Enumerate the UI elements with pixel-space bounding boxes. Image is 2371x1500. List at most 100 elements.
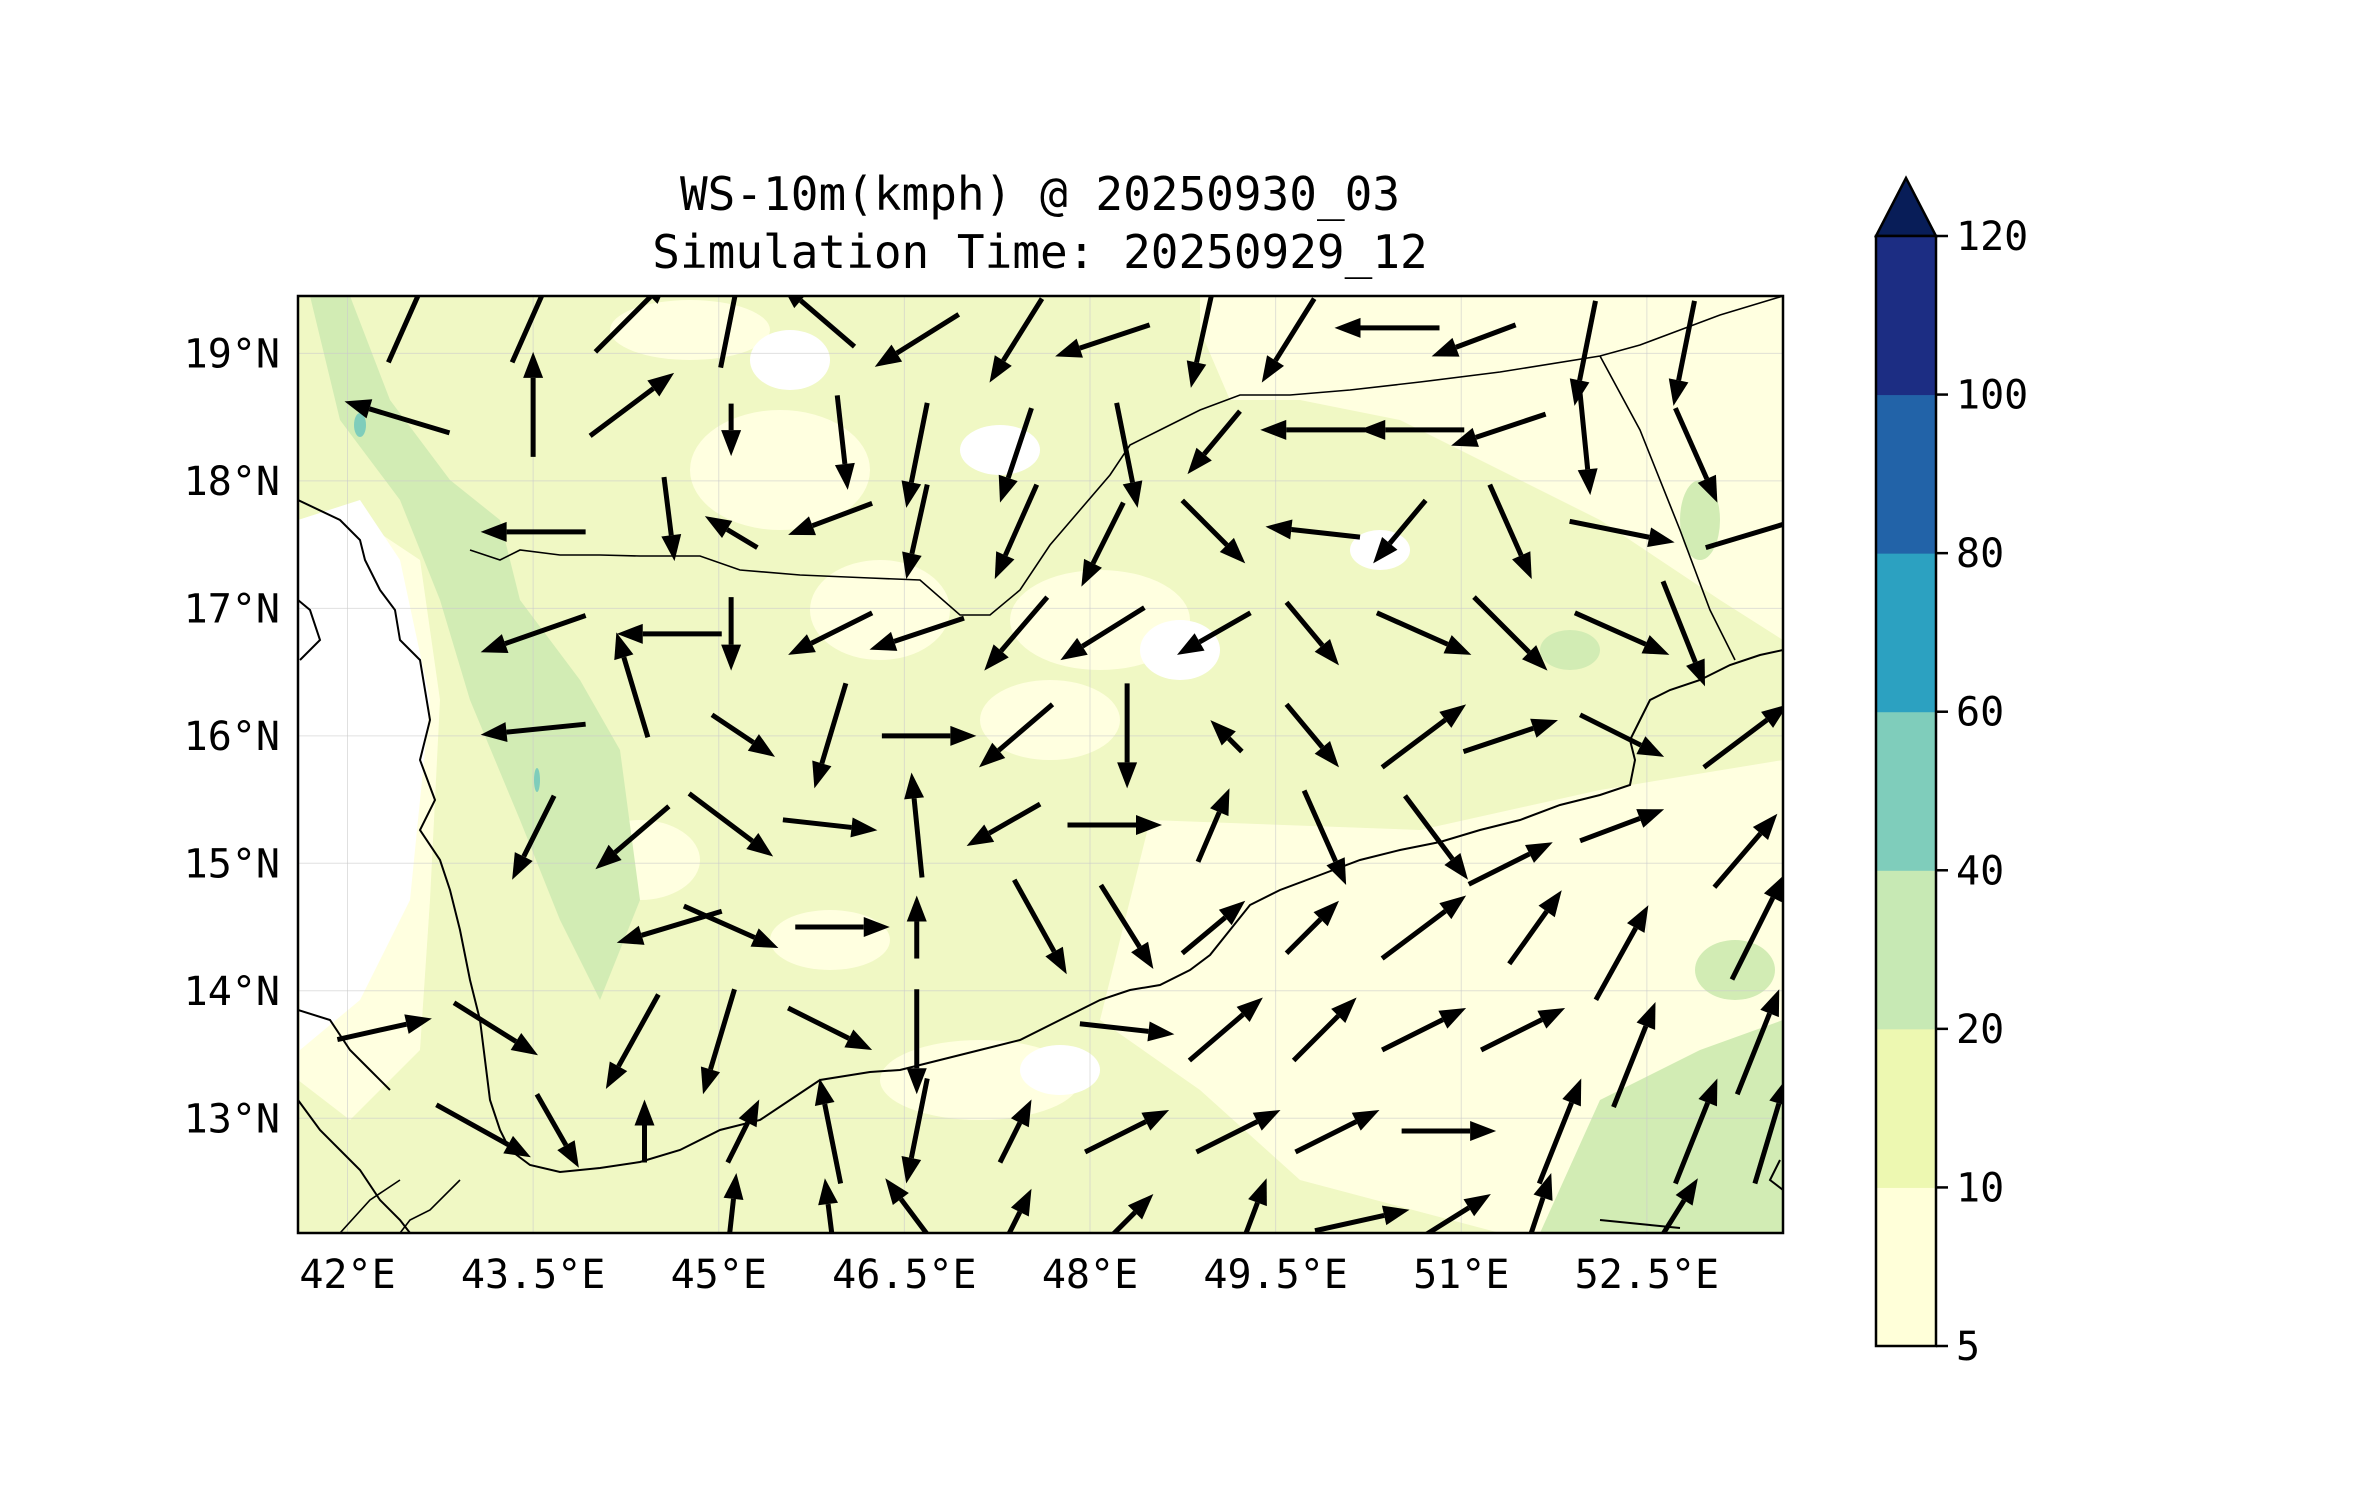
wind-arrow-head xyxy=(1081,558,1102,587)
wind-arrow-shaft xyxy=(1472,595,1531,654)
wind-arrow-head xyxy=(1314,638,1339,666)
wind-arrow xyxy=(1186,296,1214,388)
wind-arrow-head xyxy=(661,534,682,562)
wind-arrow xyxy=(1611,1002,1656,1108)
wind-arrow xyxy=(534,1093,579,1168)
wind-arrow-head xyxy=(1761,705,1783,728)
colorbar-frame xyxy=(1874,234,1938,1348)
wind-arrow-shaft xyxy=(1187,1012,1245,1063)
wind-arrow-head xyxy=(1314,740,1339,768)
wind-arrow-head xyxy=(746,832,774,857)
wind-arrow xyxy=(1060,605,1146,661)
wind-arrow xyxy=(1423,1194,1491,1233)
wind-arrow-head xyxy=(1444,853,1468,880)
lat-tick-label: 17°N xyxy=(184,586,280,632)
wind-arrow xyxy=(1702,705,1783,770)
wind-arrow-shaft xyxy=(1003,483,1040,557)
wind-arrow-shaft xyxy=(825,1203,835,1233)
wind-arrow xyxy=(634,1099,655,1163)
wind-arrow-shaft xyxy=(1573,610,1647,647)
coastlines xyxy=(298,499,1783,1233)
wind-arrow-shaft xyxy=(613,804,671,855)
wind-arrow-head xyxy=(738,1099,760,1128)
wind-arrow xyxy=(788,501,874,536)
wind-arrow xyxy=(1403,794,1468,880)
wind-arrow xyxy=(1210,720,1244,754)
wind-arrow-shaft xyxy=(819,682,849,765)
wind-arrow xyxy=(812,682,849,789)
wind-arrow-head xyxy=(979,742,1006,768)
wind-arrow-shaft xyxy=(1202,409,1242,456)
wind-arrow-head xyxy=(404,1014,432,1034)
wind-arrow-head xyxy=(874,344,903,367)
wind-arrow xyxy=(979,702,1055,768)
wind-arrow-head xyxy=(704,516,733,539)
wind-arrow xyxy=(1284,600,1339,666)
lon-tick-label: 42°E xyxy=(299,1252,395,1298)
wind-arrow-head xyxy=(1334,317,1361,338)
wind-arrow-head xyxy=(1769,1082,1783,1105)
wind-arrow-head xyxy=(901,1156,922,1184)
wind-arrow-shaft xyxy=(1475,411,1547,440)
wind-arrow-head xyxy=(1236,997,1263,1023)
wind-arrow-head xyxy=(869,631,898,651)
wind-arrow xyxy=(1098,883,1154,970)
wind-arrow xyxy=(1301,789,1347,886)
wind-arrow-shaft xyxy=(1423,1205,1471,1233)
wind-arrow-shaft xyxy=(1291,526,1361,540)
wind-arrow-shaft xyxy=(799,298,857,349)
wind-arrow-head xyxy=(901,480,922,508)
wind-arrow-shaft xyxy=(588,386,655,438)
wind-arrow-shaft xyxy=(1114,402,1135,483)
wind-arrow-shaft xyxy=(834,395,848,465)
wind-arrow xyxy=(480,721,586,743)
wind-arrow-shaft xyxy=(1712,831,1763,889)
wind-arrow-shaft xyxy=(504,613,587,646)
wind-arrow-shaft xyxy=(616,993,661,1068)
wind-arrow-head xyxy=(721,644,742,671)
wind-arrow-head xyxy=(844,1029,873,1051)
wind-arrow xyxy=(787,1005,873,1051)
wind-arrow-head xyxy=(1359,419,1386,440)
wind-arrow xyxy=(1195,1110,1281,1155)
wind-arrow xyxy=(1673,1078,1718,1185)
lon-tick-label: 48°E xyxy=(1042,1252,1138,1298)
wind-arrow xyxy=(682,903,779,949)
wind-arrow-shaft xyxy=(1507,909,1549,966)
wind-arrow-head xyxy=(510,1033,538,1056)
wind-arrow-head xyxy=(1451,427,1479,447)
lon-tick-label: 52.5°E xyxy=(1575,1252,1720,1298)
wind-arrow-head xyxy=(1538,890,1562,918)
wind-arrow xyxy=(386,296,421,364)
wind-arrow-head xyxy=(1562,1078,1582,1107)
wind-arrow xyxy=(1401,1121,1497,1142)
wind-arrow-head xyxy=(616,623,643,644)
wind-arrow xyxy=(704,516,759,550)
wind-arrow xyxy=(787,296,857,349)
wind-arrow-head xyxy=(1010,1099,1032,1128)
wind-arrow xyxy=(788,610,874,655)
wind-arrow-head xyxy=(1218,900,1246,926)
wind-arrow-head xyxy=(1210,788,1230,817)
wind-arrow-shaft xyxy=(435,1102,510,1147)
map-panel xyxy=(296,294,1785,1235)
wind-arrow-head xyxy=(723,1173,744,1200)
wind-arrow-head xyxy=(1265,519,1293,540)
colorbar-segment xyxy=(1876,236,1936,396)
colorbar-extend-arrow xyxy=(1873,175,1939,238)
wind-arrow-shaft xyxy=(1660,1198,1687,1233)
wind-arrow-head xyxy=(503,1135,531,1158)
wind-arrow-head xyxy=(1331,997,1357,1023)
wind-arrow-shaft xyxy=(1660,580,1698,664)
wind-arrow-shaft xyxy=(999,595,1050,653)
wind-arrow-head xyxy=(906,895,927,922)
wind-arrow-shaft xyxy=(368,406,451,436)
lon-tick-label: 51°E xyxy=(1413,1252,1509,1298)
wind-arrow-head xyxy=(1636,809,1665,828)
wind-arrow-head xyxy=(1752,813,1778,841)
wind-arrow xyxy=(1472,595,1548,671)
wind-arrow-shaft xyxy=(1301,789,1338,863)
wind-arrow xyxy=(1380,704,1467,770)
wind-arrow xyxy=(906,895,927,959)
